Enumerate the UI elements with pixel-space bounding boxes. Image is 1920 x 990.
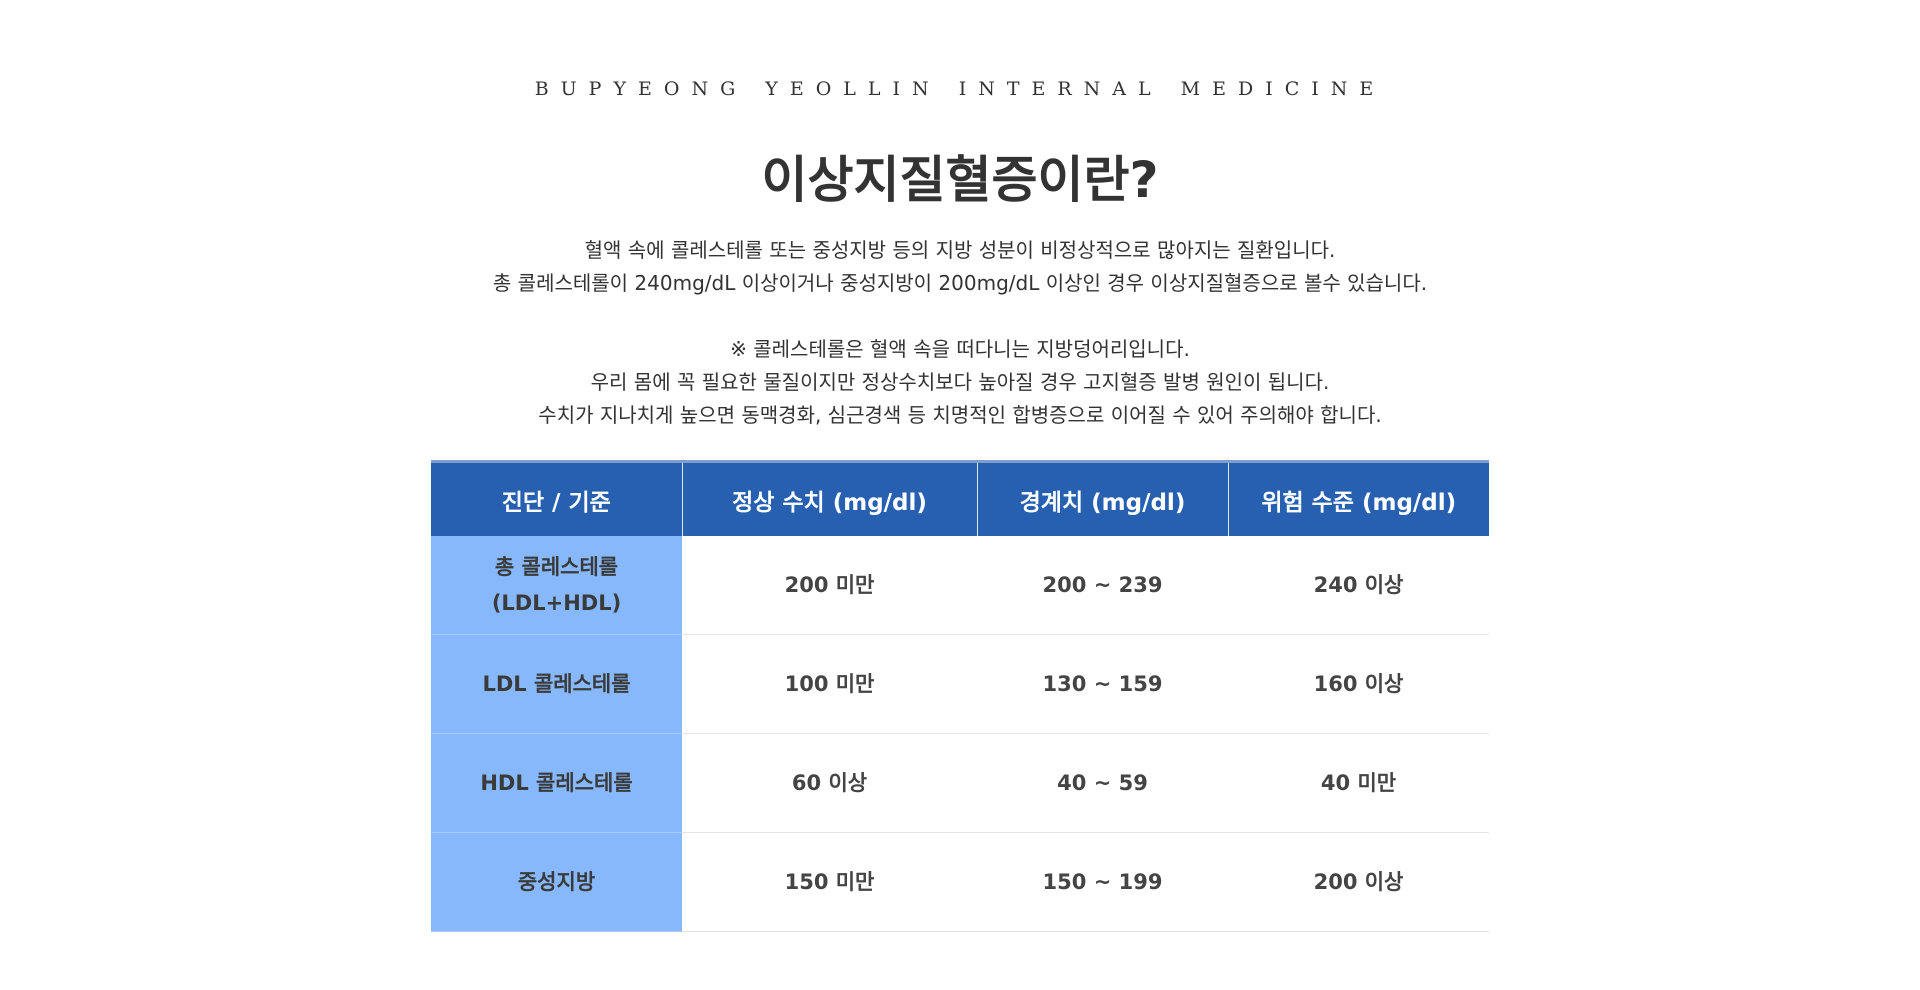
intro: 혈액 속에 콜레스테롤 또는 중성지방 등의 지방 성분이 비정상적으로 많아지… (0, 234, 1920, 300)
header-row: 진단 / 기준 정상 수치 (mg/dl) 경계치 (mg/dl) 위험 수준 (mg… (431, 460, 1489, 536)
row-header: LDL 콜레스테롤 (431, 634, 682, 734)
intro-line: 총 콜레스테롤이 240mg/dL 이상이거나 중성지방이 200mg/dL 이… (492, 271, 1428, 295)
table-row: LDL 콜레스테롤 100 미만 130 ~ 159 160 이상 (431, 634, 1489, 734)
table-cell: 130 ~ 159 (977, 634, 1228, 734)
table-body: 총 콜레스테롤 (LDL+HDL) 200 미만 200 ~ 239 240 이상 LD… (431, 536, 1489, 932)
table-cell: 160 이상 (1228, 634, 1489, 734)
table-row: 중성지방 150 미만 150 ~ 199 200 이상 (431, 832, 1489, 932)
table-cell: 100 미만 (682, 634, 977, 734)
table-cell: 150 ~ 199 (977, 832, 1228, 932)
row-header: 총 콜레스테롤 (LDL+HDL) (431, 536, 682, 635)
table-cell: 40 미만 (1228, 733, 1489, 833)
table-cell: 150 미만 (682, 832, 977, 932)
column-header: 진단 / 기준 (431, 460, 683, 536)
row-header: HDL 콜레스테롤 (431, 733, 682, 833)
table-row: HDL 콜레스테롤 60 이상 40 ~ 59 40 미만 (431, 733, 1489, 833)
table-cell: 200 ~ 239 (977, 536, 1228, 635)
column-header: 위험 수준 (mg/dl) (1228, 460, 1489, 536)
table-row: 총 콜레스테롤 (LDL+HDL) 200 미만 200 ~ 239 240 이상 (431, 536, 1489, 635)
brand: BUPYEONG YEOLLIN INTERNAL MEDICINE (534, 78, 1386, 100)
page-title: 이상지질혈증이란? (761, 151, 1159, 209)
criteria-table: 진단 / 기준 정상 수치 (mg/dl) 경계치 (mg/dl) 위험 수준 (mg… (431, 460, 1489, 932)
note-line: ※ 콜레스테롤은 혈액 속을 떠다니는 지방덩어리입니다. (730, 337, 1190, 361)
column-header: 정상 수치 (mg/dl) (682, 460, 978, 536)
note-line: 수치가 지나치게 높으면 동맥경화, 심근경색 등 치명적인 합병증으로 이어질… (538, 403, 1382, 427)
note-line: 우리 몸에 꼭 필요한 물질이지만 정상수치보다 높아질 경우 고지혈증 발병 … (590, 370, 1330, 394)
table-cell: 240 이상 (1228, 536, 1489, 635)
intro-line: 혈액 속에 콜레스테롤 또는 중성지방 등의 지방 성분이 비정상적으로 많아지… (584, 238, 1336, 262)
table-cell: 200 이상 (1228, 832, 1489, 932)
table-cell: 40 ~ 59 (977, 733, 1228, 833)
row-header: 중성지방 (431, 832, 682, 932)
note: ※ 콜레스테롤은 혈액 속을 떠다니는 지방덩어리입니다. 우리 몸에 꼭 필요한… (0, 333, 1920, 432)
column-header: 경계치 (mg/dl) (977, 460, 1229, 536)
table-cell: 200 미만 (682, 536, 977, 635)
table-cell: 60 이상 (682, 733, 977, 833)
